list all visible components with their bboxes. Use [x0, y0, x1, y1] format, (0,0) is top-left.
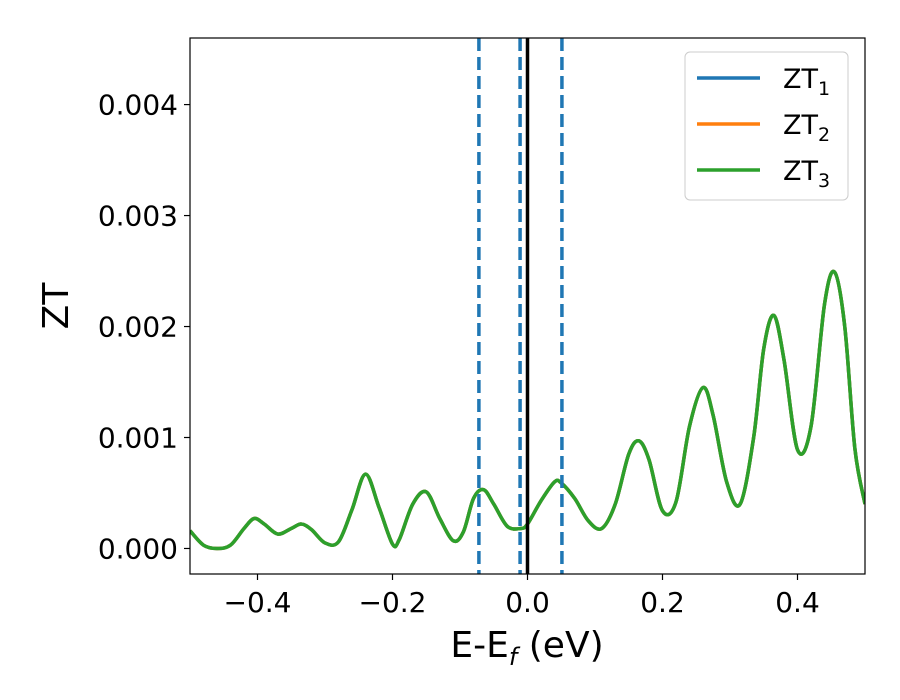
y-tick-label: 0.003 — [98, 200, 178, 233]
plot-area — [190, 38, 865, 574]
x-tick-label: 0.0 — [505, 586, 550, 619]
y-axis-label: ZT — [36, 282, 77, 330]
y-tick-label: 0.001 — [98, 422, 178, 455]
x-tick-label: 0.2 — [640, 586, 685, 619]
legend-label-2: ZT2 — [783, 110, 830, 146]
legend-frame — [684, 51, 849, 201]
axis-ticks: −0.4 −0.2 0.0 0.2 0.4 0.000 0.001 0.002 0.003 0.0… — [98, 89, 820, 619]
series-line-3 — [190, 269, 865, 551]
x-tick-label: −0.4 — [224, 586, 292, 619]
y-tick-label: 0.000 — [98, 532, 178, 565]
y-tick-label: 0.002 — [98, 311, 178, 344]
legend-label-1: ZT1 — [783, 64, 830, 100]
y-tick-label: 0.004 — [98, 89, 178, 122]
legend: ZT1 ZT2 ZT3 — [684, 51, 849, 201]
legend-label-3: ZT3 — [783, 156, 830, 192]
x-axis-label: E-Ef (eV) — [450, 625, 603, 671]
x-tick-label: −0.2 — [359, 586, 427, 619]
x-tick-label: 0.4 — [775, 586, 820, 619]
